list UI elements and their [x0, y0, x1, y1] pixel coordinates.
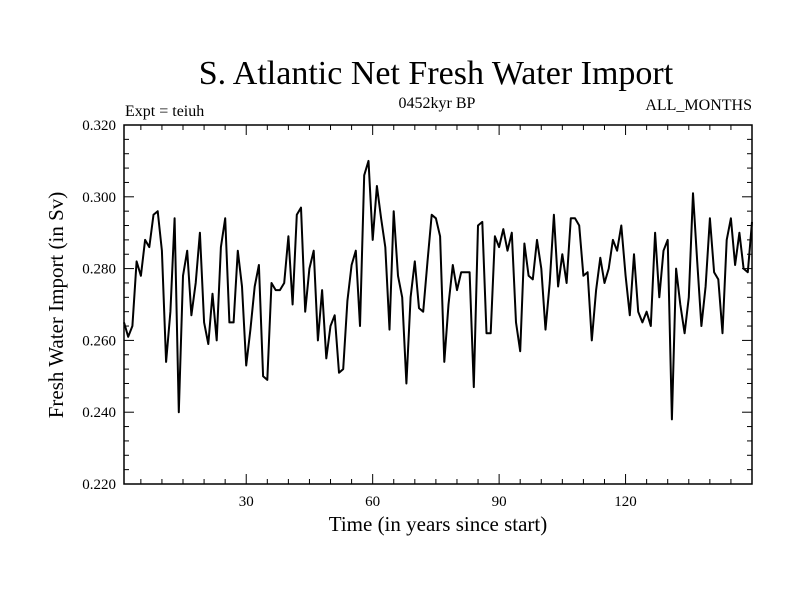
- experiment-label: Expt = teiuh: [125, 103, 204, 120]
- plot-frame: [123, 124, 753, 485]
- y-tick-label: 0.280: [82, 262, 116, 278]
- y-tick-label: 0.220: [82, 477, 116, 493]
- series-line: [123, 159, 753, 421]
- x-tick-label: 120: [614, 494, 637, 510]
- data-series: [123, 159, 753, 421]
- x-axis-ticks: 30 60 90 120: [140, 125, 753, 510]
- chart-title: S. Atlantic Net Fresh Water Import: [199, 55, 674, 92]
- period-label: 0452kyr BP: [399, 95, 476, 112]
- x-axis-title: Time (in years since start): [329, 512, 548, 536]
- x-tick-label: 30: [239, 494, 254, 510]
- y-tick-label: 0.240: [82, 405, 116, 421]
- y-axis-ticks: 0.220 0.240 0.260 0.280 0.300 0.320: [82, 118, 752, 493]
- x-tick-label: 90: [492, 494, 507, 510]
- y-tick-label: 0.300: [82, 190, 116, 206]
- y-tick-label: 0.260: [82, 333, 116, 349]
- y-tick-label: 0.320: [82, 118, 116, 134]
- y-axis-title: Fresh Water Import (in Sv): [44, 192, 68, 419]
- months-label: ALL_MONTHS: [645, 97, 752, 114]
- x-tick-label: 60: [365, 494, 380, 510]
